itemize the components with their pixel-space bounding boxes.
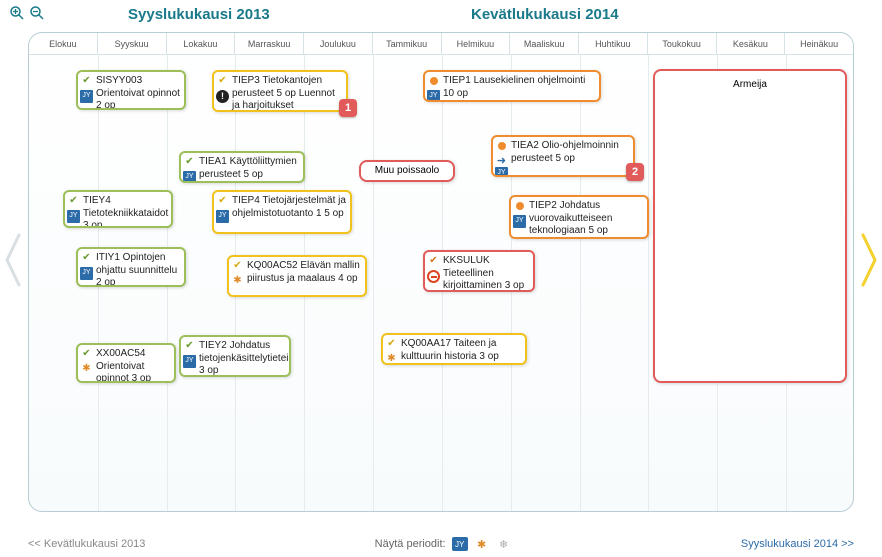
check-icon: ✔ bbox=[183, 340, 196, 353]
month-header-cell: Marraskuu bbox=[235, 33, 304, 54]
nav-prev-button[interactable] bbox=[2, 230, 24, 290]
month-header-cell: Toukokuu bbox=[648, 33, 717, 54]
course-card-text: TIEP1 Lausekielinen ohjelmointi 10 op bbox=[443, 75, 585, 99]
check-icon: ✔ bbox=[216, 195, 229, 208]
timeline: ElokuuSyyskuuLokakuuMarraskuuJoulukuuTam… bbox=[28, 32, 854, 512]
university-icon: JY bbox=[513, 215, 526, 228]
footer-period-filter: Näytä periodit: JY ✱ ❄ bbox=[375, 537, 512, 551]
university-icon: JY bbox=[495, 167, 508, 177]
course-card-kq00aa17[interactable]: ✔ ✱KQ00AA17 Taiteen ja kulttuurin histori… bbox=[381, 333, 527, 365]
grid-line bbox=[648, 55, 649, 512]
semester-header-fall: Syyslukukausi 2013 bbox=[128, 6, 270, 23]
flame-icon: ✱ bbox=[385, 353, 398, 365]
month-header-row: ElokuuSyyskuuLokakuuMarraskuuJoulukuuTam… bbox=[29, 33, 853, 55]
course-card-text: KQ00AA17 Taiteen ja kulttuurin historia … bbox=[401, 338, 499, 362]
period-filter-other-icon[interactable]: ❄ bbox=[496, 537, 512, 551]
month-header-cell: Joulukuu bbox=[304, 33, 373, 54]
check-icon: ✔ bbox=[385, 338, 398, 351]
month-header-cell: Huhtikuu bbox=[579, 33, 648, 54]
absence-label: Muu poissaolo bbox=[375, 165, 439, 178]
zoom-in-button[interactable] bbox=[8, 4, 26, 22]
footer: << Kevätlukukausi 2013 Näytä periodit: J… bbox=[28, 537, 854, 551]
course-card-tiep4[interactable]: ✔ JYTIEP4 Tietojärjestelmät ja ohjelmisto… bbox=[212, 190, 352, 234]
chevron-left-icon bbox=[3, 231, 23, 289]
course-card-tiep3[interactable]: ✔!TIEP3 Tietokantojen perusteet 5 op Lue… bbox=[212, 70, 348, 112]
course-badge[interactable]: 2 bbox=[626, 163, 644, 181]
grid-line bbox=[580, 55, 581, 512]
month-header-cell: Elokuu bbox=[29, 33, 98, 54]
course-card-tiea2[interactable]: ➜JYTIEA2 Olio-ohjelmoinnin perusteet 5 o… bbox=[491, 135, 635, 177]
course-card-text: ITIY1 Opintojen ohjattu suunnittelu 2 op bbox=[96, 252, 177, 287]
chevron-right-icon bbox=[859, 231, 879, 289]
month-header-cell: Heinäkuu bbox=[785, 33, 853, 54]
course-card-kq00ac52[interactable]: ✔ ✱KQ00AC52 Elävän mallin piirustus ja ma… bbox=[227, 255, 367, 297]
footer-periods-label: Näytä periodit: bbox=[375, 538, 446, 550]
absence-muupoissa[interactable]: Muu poissaolo bbox=[359, 160, 455, 182]
check-icon: ✔ bbox=[231, 260, 244, 273]
university-icon: JY bbox=[427, 90, 440, 102]
month-header-cell: Tammikuu bbox=[373, 33, 442, 54]
nav-next-button[interactable] bbox=[858, 230, 880, 290]
course-card-text: TIEY2 Johdatus tietojenkäsittelytieteisi… bbox=[199, 340, 291, 376]
grid-line bbox=[373, 55, 374, 512]
course-card-xx00ac54[interactable]: ✔ ✱XX00AC54 Orientoivat opinnot 3 op bbox=[76, 343, 176, 383]
course-card-text: SISYY003 Orientoivat opinnot 2 op bbox=[96, 75, 180, 110]
flame-icon: ✱ bbox=[80, 363, 93, 376]
university-icon: JY bbox=[183, 355, 196, 368]
course-card-kksuluk[interactable]: ✔KKSULUK Tieteellinen kirjoittaminen 3 o… bbox=[423, 250, 535, 292]
absence-armeija[interactable]: Armeija bbox=[653, 69, 847, 383]
course-card-tiey4[interactable]: ✔ JYTIEY4 Tietotekniikkataidot 3 op bbox=[63, 190, 173, 228]
zoom-out-button[interactable] bbox=[28, 4, 46, 22]
check-icon: ✔ bbox=[216, 75, 229, 88]
stop-icon bbox=[427, 270, 440, 283]
course-card-itiy1[interactable]: ✔ JYITIY1 Opintojen ohjattu suunnittelu 2… bbox=[76, 247, 186, 287]
semester-header-spring: Kevätlukukausi 2014 bbox=[471, 6, 619, 23]
check-icon: ✔ bbox=[427, 255, 440, 268]
zoom-out-icon bbox=[29, 5, 45, 21]
course-card-tiea1[interactable]: ✔ JYTIEA1 Käyttöliittymien perusteet 5 op bbox=[179, 151, 305, 183]
course-card-tiep1[interactable]: JYTIEP1 Lausekielinen ohjelmointi 10 op bbox=[423, 70, 601, 102]
check-icon: ✔ bbox=[80, 348, 93, 361]
footer-next-link[interactable]: Syyslukukausi 2014 >> bbox=[741, 538, 854, 550]
course-card-text: TIEA2 Olio-ohjelmoinnin perusteet 5 op bbox=[511, 140, 619, 164]
absence-label: Armeija bbox=[733, 79, 767, 90]
course-card-text: KQ00AC52 Elävän mallin piirustus ja maal… bbox=[247, 260, 360, 284]
course-card-text: TIEA1 Käyttöliittymien perusteet 5 op bbox=[199, 156, 297, 180]
university-icon: JY bbox=[183, 171, 196, 183]
university-icon: JY bbox=[80, 267, 93, 280]
zoom-controls bbox=[8, 4, 46, 22]
course-card-text: KKSULUK Tieteellinen kirjoittaminen 3 op bbox=[443, 255, 524, 291]
period-filter-flame-icon[interactable]: ✱ bbox=[474, 537, 490, 551]
course-card-text: TIEP3 Tietokantojen perusteet 5 op Luenn… bbox=[232, 75, 335, 111]
month-header-cell: Helmikuu bbox=[442, 33, 511, 54]
check-icon: ✔ bbox=[80, 75, 93, 88]
alert-icon: ! bbox=[216, 90, 229, 103]
course-card-tiey2[interactable]: ✔ JYTIEY2 Johdatus tietojenkäsittelytiete… bbox=[179, 335, 291, 377]
course-card-text: TIEP2 Johdatus vuorovaikutteiseen teknol… bbox=[529, 200, 612, 236]
university-icon: JY bbox=[80, 90, 93, 103]
status-dot-icon bbox=[430, 77, 438, 85]
check-icon: ✔ bbox=[183, 156, 196, 169]
month-header-cell: Lokakuu bbox=[167, 33, 236, 54]
university-icon: JY bbox=[216, 210, 229, 223]
course-badge[interactable]: 1 bbox=[339, 99, 357, 117]
course-card-sisyy003[interactable]: ✔ JYSISYY003 Orientoivat opinnot 2 op bbox=[76, 70, 186, 110]
month-header-cell: Kesäkuu bbox=[717, 33, 786, 54]
course-card-text: TIEY4 Tietotekniikkataidot 3 op bbox=[83, 195, 168, 228]
flame-icon: ✱ bbox=[231, 275, 244, 288]
status-dot-icon bbox=[498, 142, 506, 150]
month-header-cell: Maaliskuu bbox=[510, 33, 579, 54]
status-dot-icon bbox=[516, 202, 524, 210]
university-icon: JY bbox=[67, 210, 80, 223]
month-header-cell: Syyskuu bbox=[98, 33, 167, 54]
timeline-body: ✔JYSISYY003 Orientoivat opinnot 2 op✔JYT… bbox=[29, 55, 853, 512]
check-icon: ✔ bbox=[67, 195, 80, 208]
period-filter-uni-icon[interactable]: JY bbox=[452, 537, 468, 551]
zoom-in-icon bbox=[9, 5, 25, 21]
course-card-tiep2[interactable]: JYTIEP2 Johdatus vuorovaikutteiseen tekn… bbox=[509, 195, 649, 239]
course-card-text: TIEP4 Tietojärjestelmät ja ohjelmistotuo… bbox=[232, 195, 346, 219]
footer-prev-link[interactable]: << Kevätlukukausi 2013 bbox=[28, 538, 145, 550]
course-card-text: XX00AC54 Orientoivat opinnot 3 op bbox=[96, 348, 151, 383]
check-icon: ✔ bbox=[80, 252, 93, 265]
